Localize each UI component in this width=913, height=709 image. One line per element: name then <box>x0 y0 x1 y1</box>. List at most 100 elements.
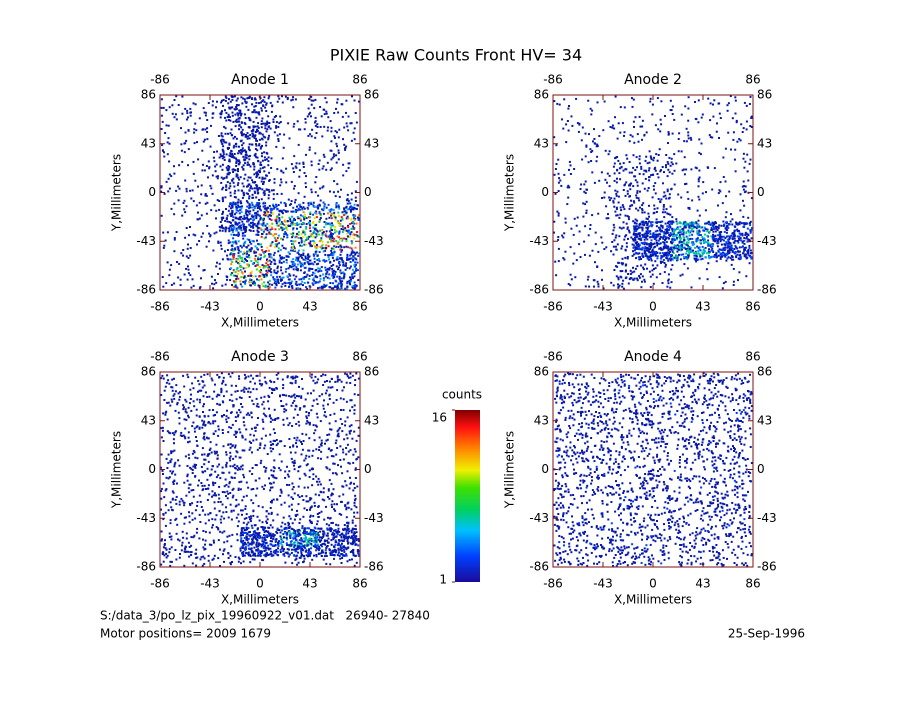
count-pixel <box>269 229 271 231</box>
count-pixel <box>731 237 733 239</box>
count-pixel <box>747 233 749 235</box>
count-pixel <box>199 401 201 403</box>
count-pixel <box>267 264 269 266</box>
count-pixel <box>328 204 330 206</box>
count-pixel <box>244 162 246 164</box>
count-pixel <box>704 234 706 236</box>
count-pixel <box>217 273 219 275</box>
count-pixel <box>727 235 729 237</box>
count-pixel <box>600 236 602 238</box>
count-pixel <box>639 155 641 157</box>
count-pixel <box>220 221 222 223</box>
count-pixel <box>161 115 163 117</box>
count-pixel <box>268 135 270 137</box>
count-pixel <box>210 187 212 189</box>
count-pixel <box>573 234 575 236</box>
count-pixel <box>338 152 340 154</box>
count-pixel <box>668 273 670 275</box>
count-pixel <box>288 286 290 288</box>
count-pixel <box>263 170 265 172</box>
count-pixel <box>318 163 320 165</box>
count-pixel <box>623 227 625 229</box>
count-pixel <box>698 180 700 182</box>
count-pixel <box>229 229 231 231</box>
count-pixel <box>330 539 332 541</box>
count-pixel <box>667 260 669 262</box>
count-pixel <box>644 134 646 136</box>
count-pixel <box>351 95 353 97</box>
count-pixel <box>194 428 196 430</box>
count-pixel <box>669 193 671 195</box>
count-pixel <box>640 126 642 128</box>
count-pixel <box>330 120 332 122</box>
count-pixel <box>285 248 287 250</box>
count-pixel <box>629 205 631 207</box>
count-pixel <box>347 129 349 131</box>
count-pixel <box>248 197 250 199</box>
count-pixel <box>294 249 296 251</box>
count-pixel <box>173 438 175 440</box>
count-pixel <box>601 197 603 199</box>
x-tick-label-top: -86 <box>150 73 170 87</box>
count-pixel <box>725 227 727 229</box>
count-pixel <box>558 173 560 175</box>
count-pixel <box>225 184 227 186</box>
count-pixel <box>691 286 693 288</box>
count-pixel <box>274 131 276 133</box>
count-pixel <box>660 169 662 171</box>
count-pixel <box>328 273 330 275</box>
count-pixel <box>737 250 739 252</box>
count-pixel <box>278 217 280 219</box>
count-pixel <box>310 230 312 232</box>
count-pixel <box>673 235 675 237</box>
count-pixel <box>713 99 715 101</box>
count-pixel <box>690 139 692 141</box>
count-pixel <box>335 280 337 282</box>
count-pixel <box>226 255 228 257</box>
count-pixel <box>743 205 745 207</box>
y-tick-label-right: 86 <box>364 88 379 102</box>
count-pixel <box>306 237 308 239</box>
count-pixel <box>235 278 237 280</box>
count-pixel <box>183 523 185 525</box>
count-pixel <box>262 264 264 266</box>
count-pixel <box>687 108 689 110</box>
count-pixel <box>676 223 678 225</box>
count-pixel <box>227 181 229 183</box>
count-pixel <box>736 141 738 143</box>
count-pixel <box>258 143 260 145</box>
count-pixel <box>665 233 667 235</box>
count-pixel <box>558 190 560 192</box>
count-pixel <box>665 164 667 166</box>
count-pixel <box>299 163 301 165</box>
count-pixel <box>253 252 255 254</box>
count-pixel <box>323 109 325 111</box>
count-pixel <box>725 281 727 283</box>
count-pixel <box>719 113 721 115</box>
count-pixel <box>338 215 340 217</box>
count-pixel <box>317 126 319 128</box>
count-pixel <box>739 209 741 211</box>
count-pixel <box>246 206 248 208</box>
count-pixel <box>163 399 165 401</box>
count-pixel <box>168 178 170 180</box>
count-pixel <box>607 217 609 219</box>
count-pixel <box>735 255 737 257</box>
count-pixel <box>199 399 201 401</box>
count-pixel <box>654 243 656 245</box>
count-pixel <box>321 266 323 268</box>
count-pixel <box>652 104 654 106</box>
count-pixel <box>256 149 258 151</box>
count-pixel <box>686 241 688 243</box>
count-pixel <box>709 134 711 136</box>
count-pixel <box>295 98 297 100</box>
count-pixel <box>242 232 244 234</box>
count-pixel <box>672 113 674 115</box>
count-pixel <box>255 138 257 140</box>
count-pixel <box>345 269 347 271</box>
count-pixel <box>271 105 273 107</box>
count-pixel <box>578 131 580 133</box>
count-pixel <box>223 99 225 101</box>
count-pixel <box>171 208 173 210</box>
count-pixel <box>241 229 243 231</box>
